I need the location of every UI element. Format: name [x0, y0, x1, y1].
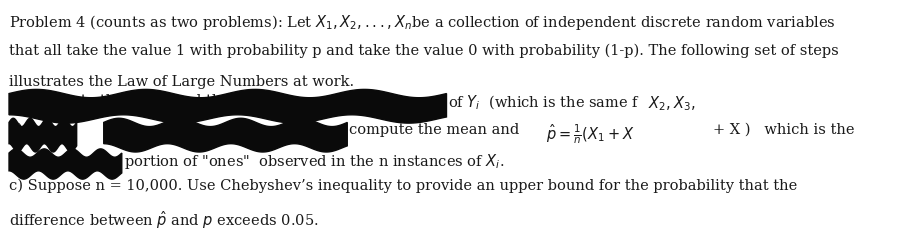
Text: compute the mean and: compute the mean and — [349, 123, 520, 137]
Text: a) Compute the mean and th: a) Compute the mean and th — [9, 94, 221, 108]
Text: + X )   which is the: + X ) which is the — [713, 123, 854, 137]
Text: Problem 4 (counts as two problems): Let $X_1, X_2, ..., X_n$be a collection of i: Problem 4 (counts as two problems): Let … — [9, 13, 836, 32]
Text: c) Suppose n = 10,000. Use Chebyshev’s inequality to provide an upper bound for : c) Suppose n = 10,000. Use Chebyshev’s i… — [9, 179, 797, 193]
Polygon shape — [9, 149, 122, 179]
Text: portion of "ones"  observed in the n instances of $X_i$.: portion of "ones" observed in the n inst… — [124, 152, 505, 171]
Polygon shape — [104, 118, 347, 152]
Text: of $Y_i$  (which is the same f: of $Y_i$ (which is the same f — [448, 94, 640, 112]
Text: illustrates the Law of Large Numbers at work.: illustrates the Law of Large Numbers at … — [9, 75, 354, 89]
Text: $\hat{p} = \frac{1}{n}(X_1 + X$: $\hat{p} = \frac{1}{n}(X_1 + X$ — [546, 123, 634, 146]
Polygon shape — [9, 89, 446, 123]
Text: that all take the value 1 with probability p and take the value 0 with probabili: that all take the value 1 with probabili… — [9, 44, 839, 58]
Text: b): b) — [9, 123, 24, 137]
Polygon shape — [9, 118, 77, 152]
Text: difference between $\hat{p}$ and $p$ exceeds 0.05.: difference between $\hat{p}$ and $p$ exc… — [9, 209, 318, 231]
Text: $X_2, X_3,$: $X_2, X_3,$ — [648, 94, 695, 113]
